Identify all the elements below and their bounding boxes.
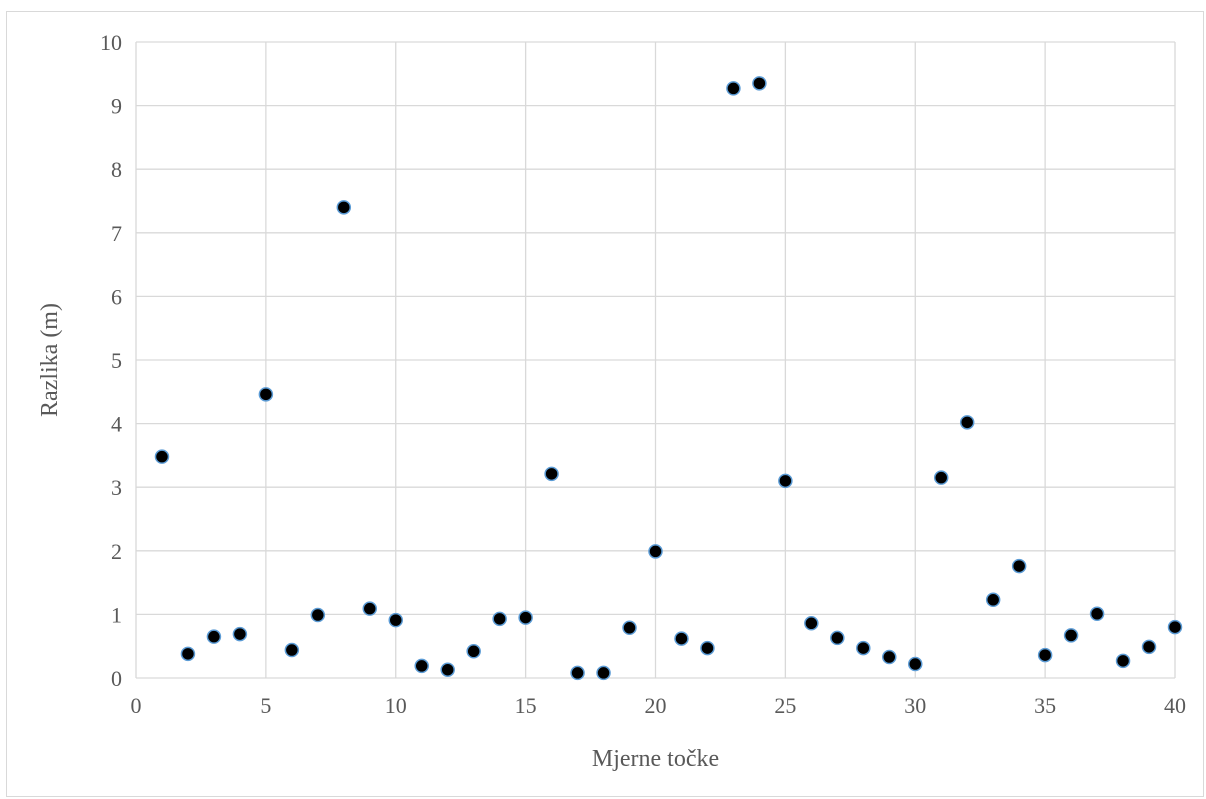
data-point (1115, 653, 1131, 669)
data-point (258, 387, 274, 402)
data-point (336, 200, 352, 215)
data-point (310, 607, 326, 623)
y-tick-label: 2 (111, 539, 122, 564)
data-point (856, 640, 871, 656)
grid-lines (135, 41, 1176, 679)
y-tick-label: 10 (100, 30, 122, 55)
data-point (440, 662, 455, 677)
y-tick-label: 3 (111, 475, 122, 500)
data-point (908, 656, 923, 672)
data-point (726, 81, 741, 96)
data-point (362, 601, 378, 616)
data-point (388, 612, 403, 628)
y-tick-label: 8 (111, 157, 122, 182)
x-tick-label: 35 (1034, 693, 1056, 718)
data-point (544, 466, 559, 482)
data-point (518, 610, 533, 625)
data-point (830, 630, 845, 646)
data-point (414, 658, 429, 674)
data-point (154, 449, 170, 464)
data-point (466, 644, 481, 659)
data-point (284, 642, 300, 658)
x-tick-label: 25 (774, 693, 796, 718)
data-point (959, 415, 975, 430)
x-tick-label: 20 (645, 693, 667, 718)
tick-labels: 0 1 2 3 4 5 6 7 8 9 10 0 5 10 15 20 25 30 35 40 (100, 30, 1186, 718)
data-point (622, 620, 637, 636)
data-point (180, 646, 196, 662)
y-tick-label: 7 (111, 221, 122, 246)
x-tick-label: 10 (385, 693, 407, 718)
data-point (1037, 647, 1053, 663)
x-tick-label: 5 (260, 693, 271, 718)
data-point (1167, 619, 1183, 635)
x-tick-label: 40 (1164, 693, 1186, 718)
y-axis-title: Razlika (m) (37, 303, 63, 417)
data-point (1063, 628, 1079, 643)
data-point (648, 544, 663, 559)
y-tick-label: 6 (111, 284, 122, 309)
y-tick-label: 5 (111, 348, 122, 373)
data-point (492, 611, 507, 627)
data-point (232, 626, 248, 642)
data-point (933, 470, 949, 485)
data-point (882, 649, 897, 665)
x-tick-label: 15 (515, 693, 537, 718)
y-tick-label: 1 (111, 602, 122, 627)
data-point (674, 631, 689, 646)
y-tick-label: 0 (111, 666, 122, 691)
data-point (596, 665, 611, 681)
y-tick-label: 9 (111, 94, 122, 119)
data-point (985, 592, 1001, 608)
data-point (206, 629, 222, 644)
data-point (804, 616, 819, 631)
y-tick-label: 4 (111, 412, 122, 437)
x-axis-title: Mjerne točke (592, 746, 719, 772)
data-point (700, 640, 715, 656)
data-points (154, 76, 1183, 681)
data-point (778, 473, 793, 489)
data-point (570, 665, 585, 681)
data-point (752, 76, 767, 91)
data-point (1011, 558, 1027, 574)
x-tick-label: 30 (904, 693, 926, 718)
data-point (1141, 639, 1157, 655)
x-tick-label: 0 (131, 693, 142, 718)
data-point (1089, 606, 1105, 622)
